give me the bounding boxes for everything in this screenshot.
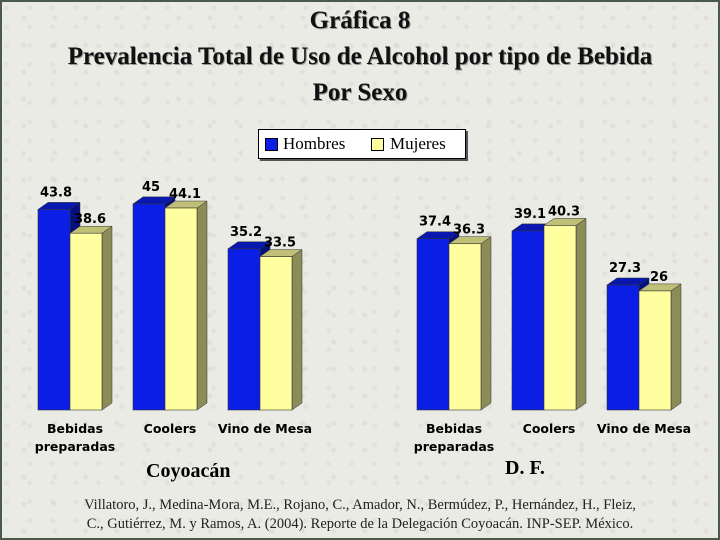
category-label-df-0-0: Bebidas — [426, 421, 482, 436]
bar-df-mujeres-2 — [638, 290, 672, 411]
category-label-df-0-1: preparadas — [414, 439, 494, 454]
category-label-df-2-0: Vino de Mesa — [597, 421, 691, 436]
value-label-coyoacan-hombres-1: 45 — [142, 180, 160, 195]
value-label-coyoacan-mujeres-0: 38.6 — [74, 212, 106, 227]
value-label-coyoacan-hombres-2: 35.2 — [230, 225, 262, 240]
group-label-coyoacan: Coyoacán — [146, 460, 231, 482]
bar-coyoacan-mujeres-1-side — [196, 200, 208, 411]
source-line-1: Villatoro, J., Medina-Mora, M.E., Rojano… — [84, 497, 636, 513]
bar-df-mujeres-1-side — [575, 217, 587, 411]
bar-coyoacan-hombres-2 — [227, 248, 261, 411]
bar-coyoacan-hombres-1 — [132, 203, 166, 411]
bar-df-hombres-0 — [416, 238, 450, 411]
bar-df-mujeres-2-side — [670, 283, 682, 411]
legend-swatch-hombres — [265, 138, 278, 151]
value-label-df-mujeres-0: 36.3 — [453, 223, 485, 238]
chart-title: Gráfica 8 — [309, 7, 411, 34]
value-label-df-hombres-0: 37.4 — [419, 215, 451, 230]
chart-subtitle-2: Por Sexo — [312, 79, 408, 106]
value-label-df-hombres-1: 39.1 — [514, 207, 546, 222]
legend-swatch-mujeres — [371, 138, 384, 151]
category-label-coyoacan-2-0: Vino de Mesa — [218, 421, 312, 436]
value-label-df-mujeres-2: 26 — [650, 270, 668, 285]
category-label-df-1-0: Coolers — [523, 421, 576, 436]
source-line-2: C., Gutiérrez, M. y Ramos, A. (2004). Re… — [86, 516, 634, 532]
category-label-coyoacan-1-0: Coolers — [144, 421, 197, 436]
value-label-coyoacan-mujeres-1: 44.1 — [169, 187, 201, 202]
group-label-df: D. F. — [505, 457, 545, 479]
bar-coyoacan-mujeres-1 — [164, 207, 198, 411]
bar-df-hombres-2 — [606, 284, 640, 411]
bar-coyoacan-mujeres-2 — [259, 256, 293, 411]
bar-df-mujeres-0-side — [480, 236, 492, 411]
category-label-coyoacan-0-0: Bebidas — [47, 421, 103, 436]
chart-legend: Hombres Mujeres — [258, 129, 466, 159]
bar-coyoacan-mujeres-2-side — [291, 249, 303, 411]
value-label-df-hombres-2: 27.3 — [609, 261, 641, 276]
bar-df-hombres-1 — [511, 230, 545, 411]
bar-coyoacan-hombres-0 — [37, 209, 71, 411]
legend-label-hombres: Hombres — [283, 134, 346, 153]
value-label-coyoacan-mujeres-2: 33.5 — [264, 236, 296, 251]
bar-df-mujeres-1 — [543, 225, 577, 411]
value-label-df-mujeres-1: 40.3 — [548, 204, 580, 219]
chart-subtitle: Prevalencia Total de Uso de Alcohol por … — [67, 43, 653, 70]
category-label-coyoacan-0-1: preparadas — [35, 439, 115, 454]
bar-coyoacan-mujeres-0 — [69, 232, 103, 411]
legend-label-mujeres: Mujeres — [390, 134, 446, 153]
bar-coyoacan-mujeres-0-side — [101, 225, 113, 411]
bar-df-mujeres-0 — [448, 243, 482, 411]
value-label-coyoacan-hombres-0: 43.8 — [40, 185, 72, 200]
